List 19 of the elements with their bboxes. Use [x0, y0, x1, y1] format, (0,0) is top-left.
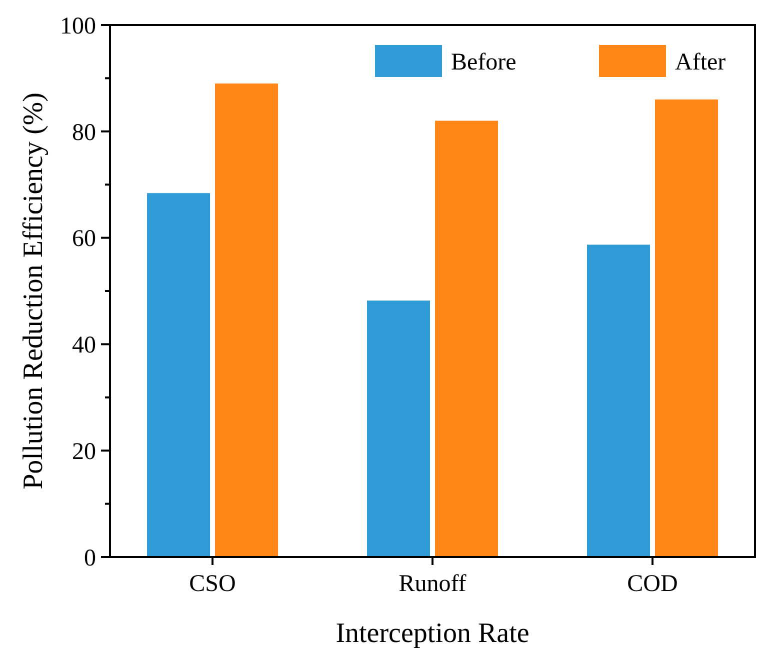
x-tick-label: COD — [627, 571, 678, 597]
bar — [147, 193, 210, 557]
y-tick-label: 0 — [84, 545, 96, 572]
legend-label: After — [675, 49, 726, 76]
bar — [435, 120, 498, 557]
y-tick-label: 100 — [60, 13, 96, 40]
y-tick-label: 80 — [72, 120, 96, 146]
x-tick-label: Runoff — [398, 571, 466, 597]
y-axis-title: Pollution Reduction Efficiency (%) — [18, 92, 49, 490]
bar — [367, 300, 430, 557]
legend-label: Before — [451, 49, 516, 76]
y-tick-label: 60 — [72, 226, 96, 252]
x-tick-label: CSO — [189, 571, 236, 597]
bar — [654, 99, 718, 557]
y-tick-label: 20 — [72, 439, 96, 465]
bar — [215, 84, 278, 557]
bar — [586, 244, 650, 557]
y-tick-label: 40 — [72, 332, 96, 359]
x-axis-title: Interception Rate — [336, 618, 530, 649]
